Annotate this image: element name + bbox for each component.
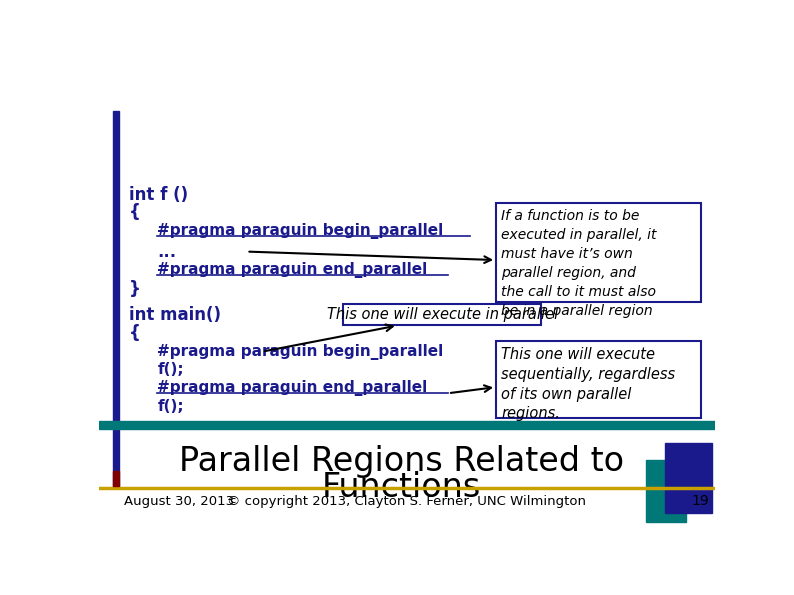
Text: #pragma paraguin begin_parallel: #pragma paraguin begin_parallel: [157, 223, 444, 239]
Text: Parallel Regions Related to: Parallel Regions Related to: [179, 445, 624, 478]
Text: August 30, 2013: August 30, 2013: [124, 494, 234, 508]
Text: © copyright 2013, Clayton S. Ferner, UNC Wilmington: © copyright 2013, Clayton S. Ferner, UNC…: [227, 494, 587, 508]
Text: #pragma paraguin end_parallel: #pragma paraguin end_parallel: [157, 380, 428, 396]
Bar: [646, 461, 686, 522]
Text: #pragma paraguin end_parallel: #pragma paraguin end_parallel: [157, 262, 428, 278]
Bar: [665, 443, 711, 513]
FancyBboxPatch shape: [496, 341, 701, 418]
Text: f();: f();: [157, 399, 184, 414]
Text: int main(): int main(): [129, 306, 221, 324]
FancyBboxPatch shape: [343, 304, 541, 325]
Bar: [114, 111, 119, 487]
Text: ...: ...: [157, 243, 176, 261]
Text: {: {: [129, 203, 141, 221]
Text: #pragma paraguin begin_parallel: #pragma paraguin begin_parallel: [157, 344, 444, 360]
Text: If a function is to be
executed in parallel, it
must have it’s own
parallel regi: If a function is to be executed in paral…: [502, 209, 657, 318]
Text: f();: f();: [157, 362, 184, 377]
Text: 19: 19: [692, 494, 710, 508]
FancyBboxPatch shape: [496, 203, 701, 302]
Text: This one will execute
sequentially, regardless
of its own parallel
regions.: This one will execute sequentially, rega…: [502, 347, 676, 421]
Text: Functions: Functions: [322, 471, 481, 504]
Text: {: {: [129, 324, 141, 342]
Bar: [99, 421, 715, 430]
Text: }: }: [129, 280, 141, 298]
Text: int f (): int f (): [129, 186, 188, 203]
Bar: [114, 471, 119, 487]
Text: This one will execute in parallel: This one will execute in parallel: [326, 307, 558, 322]
